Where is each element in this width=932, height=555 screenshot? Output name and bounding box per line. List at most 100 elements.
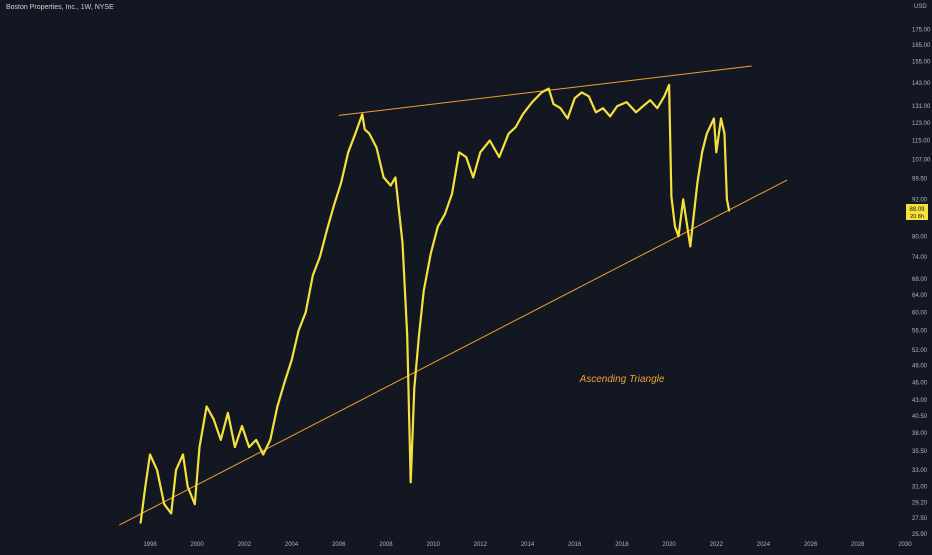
price-point: [540, 91, 543, 94]
x-tick-label: 2000: [191, 542, 205, 548]
price-point: [552, 103, 555, 105]
price-point: [227, 411, 229, 414]
price-point: [595, 111, 597, 114]
price-point: [507, 132, 510, 135]
price-point: [668, 84, 670, 86]
price-point: [198, 446, 201, 448]
price-point: [326, 229, 328, 231]
price-point: [241, 425, 243, 427]
price-point: [696, 181, 699, 184]
price-point: [175, 469, 177, 471]
chart-title: Boston Properties, Inc., 1W, NYSE: [6, 4, 114, 11]
y-tick-label: 68.00: [912, 277, 928, 283]
x-tick-label: 2006: [332, 542, 346, 548]
y-axis[interactable]: 175.00 165.00 155.00 143.00 131.00 123.00 115.…: [912, 28, 931, 538]
price-point: [547, 87, 550, 90]
price-point: [375, 146, 378, 149]
price-point: [514, 126, 517, 128]
last-price-countdown: 20 8h: [910, 214, 924, 220]
price-point: [368, 132, 371, 135]
price-point: [304, 311, 307, 314]
price-point: [429, 252, 432, 255]
price-point: [401, 242, 404, 244]
x-tick-label: 2010: [426, 542, 440, 548]
x-tick-label: 2018: [615, 542, 629, 548]
y-tick-label: 131.00: [912, 104, 931, 110]
price-point: [283, 381, 286, 384]
price-point: [573, 97, 576, 100]
price-point: [156, 469, 158, 471]
last-price-tag: 88.09 20 8h: [906, 204, 928, 220]
x-axis[interactable]: 1998 2000 2002 2004 2006 2008 2010 2012 2014 2016…: [143, 542, 912, 548]
y-tick-label: 46.00: [912, 380, 928, 386]
price-point: [609, 115, 611, 118]
price-point: [363, 128, 366, 131]
y-tick-label: 40.50: [912, 414, 928, 420]
y-tick-label: 64.00: [912, 293, 928, 299]
price-point: [361, 113, 364, 116]
x-tick-label: 2020: [662, 542, 676, 548]
last-price-value: 88.09: [909, 207, 925, 213]
x-tick-label: 1998: [143, 542, 157, 548]
price-point: [531, 101, 534, 103]
price-point: [418, 334, 420, 337]
y-tick-label: 38.00: [912, 431, 928, 437]
price-point: [394, 176, 397, 179]
price-point: [319, 256, 321, 258]
x-tick-label: 2016: [568, 542, 582, 548]
price-point: [458, 151, 460, 154]
price-point: [290, 359, 293, 362]
price-point: [663, 95, 666, 98]
price-point: [234, 446, 236, 448]
price-point: [422, 290, 425, 292]
price-point: [219, 439, 222, 441]
price-point: [670, 195, 673, 198]
price-point: [409, 481, 412, 484]
price-point: [389, 184, 392, 187]
price-point: [642, 105, 644, 107]
price-point: [297, 329, 300, 332]
price-point: [269, 439, 272, 441]
x-tick-label: 2030: [898, 542, 912, 548]
price-point: [689, 245, 692, 248]
trendline-2: [119, 179, 788, 526]
ascending-triangle-annotation[interactable]: Ascending Triangle: [579, 374, 665, 385]
y-tick-label: 143.00: [912, 81, 931, 87]
y-tick-label: 52.00: [912, 348, 928, 354]
price-point: [163, 503, 165, 505]
x-tick-label: 2008: [379, 542, 393, 548]
currency-label: USD: [914, 4, 927, 10]
y-tick-label: 80.00: [912, 234, 928, 240]
y-tick-label: 33.00: [912, 468, 928, 474]
price-point: [149, 453, 151, 456]
y-tick-label: 27.50: [912, 516, 928, 522]
y-tick-label: 35.50: [912, 449, 928, 455]
y-tick-label: 155.00: [912, 60, 931, 66]
price-point: [723, 132, 726, 135]
price-point: [635, 111, 637, 114]
price-point: [444, 213, 446, 215]
y-tick-label: 60.00: [912, 310, 928, 316]
y-tick-label: 175.00: [912, 28, 931, 34]
series-layer: [139, 83, 731, 524]
y-tick-label: 107.00: [912, 158, 931, 164]
price-point: [498, 156, 500, 158]
price-point: [580, 91, 583, 94]
y-tick-label: 92.00: [912, 197, 928, 203]
price-point: [347, 151, 349, 154]
price-point: [186, 485, 189, 488]
price-point: [728, 210, 731, 212]
price-point: [701, 151, 703, 154]
price-point: [182, 453, 184, 456]
y-tick-label: 49.00: [912, 364, 928, 370]
x-tick-label: 2028: [851, 542, 865, 548]
price-point: [144, 485, 147, 488]
y-tick-label: 123.00: [912, 121, 931, 127]
price-point: [255, 439, 257, 441]
y-tick-label: 31.00: [912, 485, 928, 491]
price-point: [194, 503, 196, 505]
x-tick-label: 2022: [710, 542, 724, 548]
